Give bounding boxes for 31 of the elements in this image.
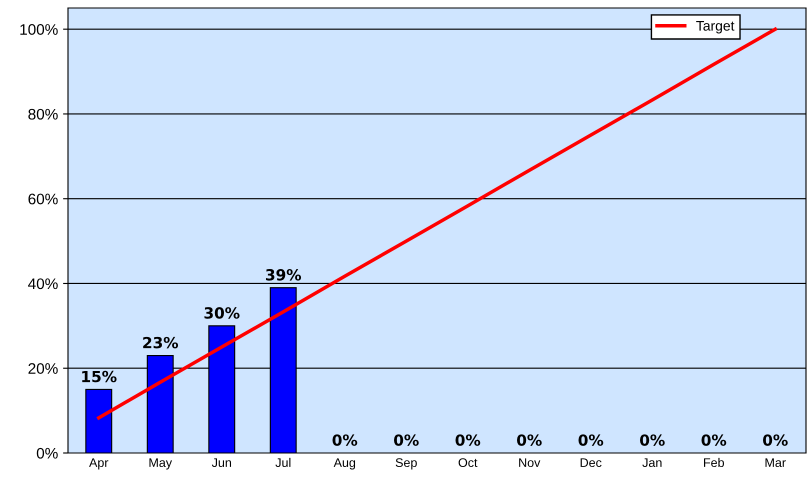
x-tick-label: Feb	[704, 458, 724, 468]
x-tick-label: Nov	[519, 458, 540, 468]
x-tick-label: Sep	[396, 458, 417, 470]
y-tick-label: 20%	[28, 363, 58, 374]
data-label: 0%	[394, 434, 419, 446]
x-tick-label: Oct	[458, 458, 478, 468]
data-label: 30%	[204, 307, 240, 319]
data-label: 39%	[266, 269, 302, 281]
x-tick-label: Jan	[642, 458, 662, 468]
y-tick-label: 80%	[28, 108, 58, 120]
data-label: 15%	[82, 370, 117, 382]
data-label: 0%	[456, 434, 480, 446]
data-label: 23%	[143, 336, 178, 348]
x-tick-label: Jun	[212, 458, 232, 468]
x-tick-label: Apr	[89, 458, 108, 470]
data-label: 0%	[763, 434, 788, 446]
y-tick-label: 100%	[20, 24, 58, 35]
data-label: 0%	[332, 434, 358, 446]
legend-label: Target	[696, 21, 734, 34]
x-tick-label: Aug	[334, 458, 356, 470]
y-tick-label: 60%	[28, 194, 58, 204]
data-label: 0%	[702, 434, 726, 446]
x-tick-label: Dec	[580, 458, 602, 468]
y-tick-label: 40%	[28, 278, 58, 290]
data-label: 0%	[517, 434, 542, 446]
data-label: 0%	[578, 434, 604, 446]
y-tick-label: 0%	[36, 448, 58, 459]
data-label: 0%	[640, 434, 665, 446]
x-tick-label: May	[149, 458, 172, 470]
x-tick-label: Jul	[275, 458, 290, 468]
x-tick-label: Mar	[766, 458, 786, 468]
